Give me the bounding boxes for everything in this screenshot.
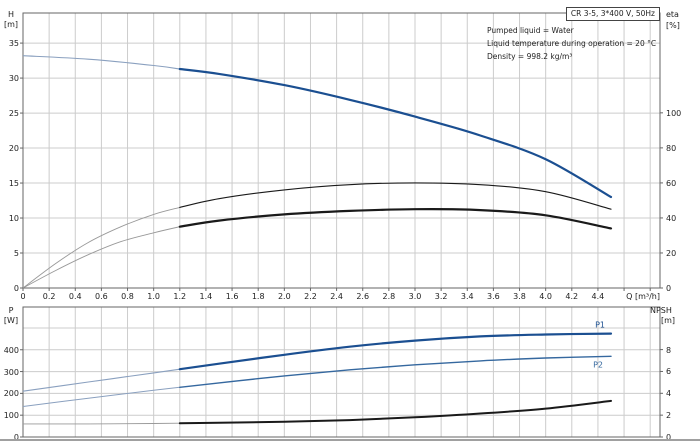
x-tick-label: 4.2 xyxy=(565,292,579,301)
x-tick-label: 3.8 xyxy=(513,292,526,301)
power-axis-unit: [W] xyxy=(3,316,19,325)
curve-P1-pre-range xyxy=(22,368,180,392)
curve-NPSH-pre-range xyxy=(22,422,180,425)
y-tick-label-left: 35 xyxy=(8,39,19,49)
power-axis-label: P xyxy=(8,306,14,315)
x-tick-label: 1.6 xyxy=(225,292,239,301)
curve-eta-pump-motor-pre-range xyxy=(22,226,180,289)
x-tick-label: 1.8 xyxy=(251,292,265,301)
head-axis-unit: [m] xyxy=(3,20,19,29)
y-tick-label-right: 0 xyxy=(666,433,672,442)
x-tick-label: 1.0 xyxy=(147,292,161,301)
npsh-axis-unit: [m] xyxy=(661,316,676,325)
y-tick-label-left: 100 xyxy=(3,411,19,421)
x-tick-label: 2.2 xyxy=(304,292,317,301)
x-tick-label: 4.4 xyxy=(591,292,605,301)
y-tick-label-right: 8 xyxy=(666,345,672,355)
curve-eta-pump-pre-range xyxy=(22,206,180,289)
curve-P2 xyxy=(179,355,612,388)
x-tick-label: 2.4 xyxy=(330,292,343,301)
y-tick-label-right: 0 xyxy=(666,284,672,293)
x-tick-label: 0 xyxy=(20,292,26,301)
x-tick-label: 0.2 xyxy=(42,292,56,301)
x-tick-label: 2.0 xyxy=(277,292,291,301)
curve-eta-pump-motor xyxy=(178,208,613,230)
info-line-pumped-liquid: Pumped liquid = Water xyxy=(487,26,574,35)
y-tick-label-right: 100 xyxy=(666,108,682,118)
y-tick-label-right: 4 xyxy=(666,389,672,399)
y-tick-label-right: 80 xyxy=(666,143,677,153)
x-tick-label: 1.2 xyxy=(173,292,187,301)
x-tick-label: 0.8 xyxy=(121,292,134,301)
x-tick-label: 3.0 xyxy=(408,292,422,301)
curve-label-P1: P1 xyxy=(595,321,605,330)
y-tick-label-right: 20 xyxy=(666,248,677,258)
y-tick-label-left: 200 xyxy=(3,389,19,399)
head-axis-label: H xyxy=(7,10,14,19)
x-tick-label: 0.6 xyxy=(95,292,108,301)
curve-P2-pre-range xyxy=(22,386,180,407)
y-tick-label-right: 60 xyxy=(666,178,677,188)
y-tick-label-right: 6 xyxy=(666,367,672,377)
x-tick-label: 3.2 xyxy=(434,292,448,301)
x-tick-label: 0.4 xyxy=(68,292,82,301)
y-tick-label-left: 300 xyxy=(3,367,19,377)
curve-P1 xyxy=(178,332,613,371)
y-tick-label-left: 15 xyxy=(8,179,19,189)
y-tick-label-left: 5 xyxy=(13,249,19,258)
x-tick-label: 2.8 xyxy=(382,292,396,301)
x-tick-label: 3.4 xyxy=(460,292,474,301)
y-tick-label-right: 2 xyxy=(666,411,672,421)
eta-axis-unit: [%] xyxy=(666,21,680,30)
curve-NPSH xyxy=(178,399,612,425)
y-tick-label-right: 40 xyxy=(666,213,677,223)
y-tick-label-left: 0 xyxy=(13,433,19,442)
pump-type-title-box: CR 3-5, 3*400 V, 50Hz xyxy=(565,7,660,21)
info-line-temperature: Liquid temperature during operation = 20… xyxy=(487,39,657,48)
y-tick-label-left: 25 xyxy=(8,109,19,119)
eta-axis-label: eta xyxy=(666,10,679,19)
info-line-density: Density = 998.2 kg/m³ xyxy=(487,52,573,61)
curve-label-P2: P2 xyxy=(593,360,603,369)
curve-H xyxy=(178,67,613,199)
curve-eta-pump xyxy=(179,182,612,210)
y-tick-label-left: 30 xyxy=(8,74,19,84)
flow-axis-label: Q [m³/h] xyxy=(626,292,660,301)
x-tick-label: 4.0 xyxy=(539,292,553,301)
x-tick-label: 3.6 xyxy=(487,292,500,301)
y-tick-label-left: 10 xyxy=(8,214,19,224)
npsh-axis-label: NPSH xyxy=(650,306,672,315)
x-tick-label: 2.6 xyxy=(356,292,370,301)
curve-H-pre-range xyxy=(22,55,180,70)
pumped-liquid-info: Pumped liquid = Water Liquid temperature… xyxy=(487,24,656,63)
window-bottom-edge xyxy=(0,439,700,441)
y-tick-label-left: 0 xyxy=(13,284,19,293)
y-tick-label-left: 400 xyxy=(3,345,19,355)
y-tick-label-left: 20 xyxy=(8,144,19,154)
plot-border xyxy=(22,12,661,289)
x-tick-label: 1.4 xyxy=(199,292,213,301)
